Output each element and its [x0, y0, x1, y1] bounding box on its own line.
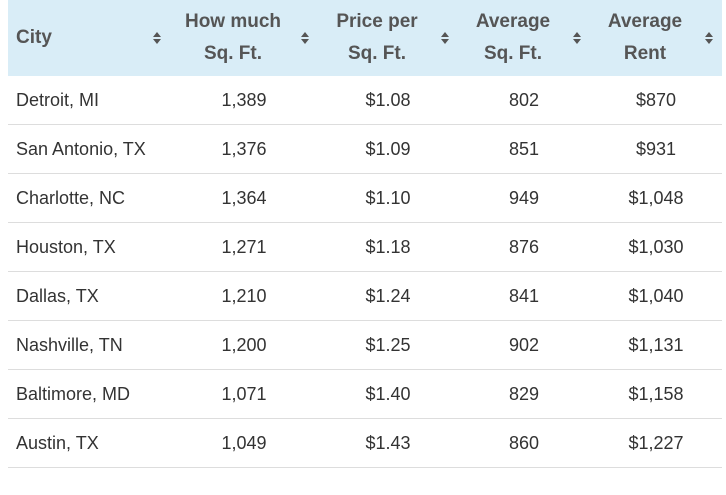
table-row: Charlotte, NC 1,364 $1.10 949 $1,048 [8, 173, 722, 223]
table-row: San Antonio, TX 1,376 $1.09 851 $931 [8, 124, 722, 174]
table-cell: Houston, TX [8, 222, 170, 272]
table-cell: 949 [458, 173, 590, 223]
header-text: Sq. Ft. [483, 43, 543, 64]
sort-icon[interactable] [300, 31, 310, 45]
table-cell: 841 [458, 271, 590, 321]
table-cell: 876 [458, 222, 590, 272]
sort-arrows [153, 32, 161, 44]
column-header[interactable]: Average Sq. Ft. [458, 0, 590, 76]
table-row: Detroit, MI 1,389 $1.08 802 $870 [8, 76, 722, 125]
sort-arrows [573, 32, 581, 44]
table-cell: Austin, TX [8, 418, 170, 468]
header-text: City [16, 27, 52, 48]
column-header[interactable]: Average Rent [590, 0, 722, 76]
table-row: Dallas, TX 1,210 $1.24 841 $1,040 [8, 271, 722, 321]
sort-icon[interactable] [152, 31, 162, 45]
header-text: Price per [336, 11, 418, 32]
table-cell: Nashville, TN [8, 320, 170, 370]
header-row: City How much Sq. Ft. Price per Sq. Ft. Avera… [8, 0, 722, 76]
sort-icon[interactable] [440, 31, 450, 45]
table-cell: $931 [590, 124, 722, 174]
table-cell: $1.10 [318, 173, 458, 223]
table-row: Houston, TX 1,271 $1.18 876 $1,030 [8, 222, 722, 272]
sort-arrows [441, 32, 449, 44]
column-header[interactable]: How much Sq. Ft. [170, 0, 318, 76]
header-text: Average [607, 11, 683, 32]
table-cell: $870 [590, 76, 722, 125]
table-head: City How much Sq. Ft. Price per Sq. Ft. Avera… [8, 0, 722, 76]
data-table: City How much Sq. Ft. Price per Sq. Ft. Avera… [8, 0, 722, 468]
table-row: Austin, TX 1,049 $1.43 860 $1,227 [8, 418, 722, 468]
table-cell: 1,049 [170, 418, 318, 468]
table-cell: Baltimore, MD [8, 369, 170, 419]
table-cell: 1,271 [170, 222, 318, 272]
table-cell: $1,227 [590, 418, 722, 468]
table-cell: 1,376 [170, 124, 318, 174]
table-cell: $1.25 [318, 320, 458, 370]
header-text: Sq. Ft. [347, 43, 407, 64]
table-cell: $1.40 [318, 369, 458, 419]
table-cell: 1,200 [170, 320, 318, 370]
header-text: How much [184, 11, 282, 32]
header-text: Sq. Ft. [203, 43, 263, 64]
table-cell: 1,071 [170, 369, 318, 419]
sort-arrows [301, 32, 309, 44]
table-cell: $1,131 [590, 320, 722, 370]
sort-icon[interactable] [704, 31, 714, 45]
table-cell: 1,364 [170, 173, 318, 223]
table-cell: $1.09 [318, 124, 458, 174]
table-cell: $1,158 [590, 369, 722, 419]
sort-arrows [705, 32, 713, 44]
table-cell: 1,389 [170, 76, 318, 125]
table-cell: 902 [458, 320, 590, 370]
table-cell: 802 [458, 76, 590, 125]
table-cell: $1,030 [590, 222, 722, 272]
table-cell: $1.08 [318, 76, 458, 125]
column-header[interactable]: City [8, 0, 170, 76]
table-cell: $1.18 [318, 222, 458, 272]
table-cell: $1.43 [318, 418, 458, 468]
table-cell: 829 [458, 369, 590, 419]
table-row: Nashville, TN 1,200 $1.25 902 $1,131 [8, 320, 722, 370]
table-cell: Charlotte, NC [8, 173, 170, 223]
table-cell: 860 [458, 418, 590, 468]
table-cell: $1,048 [590, 173, 722, 223]
table-body: Detroit, MI 1,389 $1.08 802 $870 San Antonio,… [8, 76, 722, 468]
header-text: Rent [623, 43, 667, 64]
table-cell: $1.24 [318, 271, 458, 321]
table-cell: $1,040 [590, 271, 722, 321]
table-row: Baltimore, MD 1,071 $1.40 829 $1,158 [8, 369, 722, 419]
column-header[interactable]: Price per Sq. Ft. [318, 0, 458, 76]
table-cell: 851 [458, 124, 590, 174]
table-cell: 1,210 [170, 271, 318, 321]
table-cell: San Antonio, TX [8, 124, 170, 174]
table-cell: Dallas, TX [8, 271, 170, 321]
table-cell: Detroit, MI [8, 76, 170, 125]
sort-icon[interactable] [572, 31, 582, 45]
header-text: Average [475, 11, 551, 32]
